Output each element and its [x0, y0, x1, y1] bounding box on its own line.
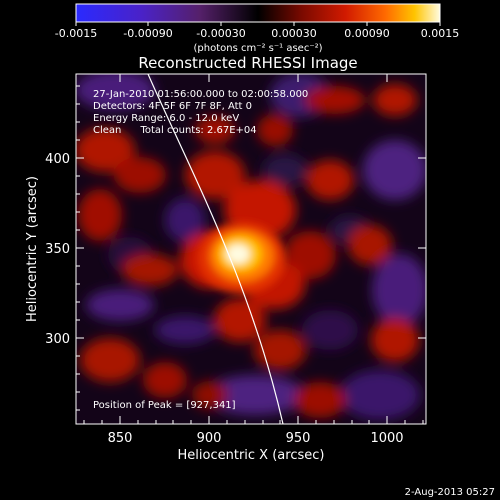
- colorbar-tick-label: 0.00090: [344, 27, 390, 40]
- plot-frame: [75, 73, 427, 425]
- x-tick-label: 850: [108, 431, 133, 446]
- energy-range-text: Energy Range: 6.0 - 12.0 keV: [93, 113, 239, 124]
- peak-position-text: Position of Peak = [927,341]: [93, 400, 236, 411]
- date-stamp: 2-Aug-2013 05:27: [405, 487, 495, 498]
- colorbar-gradient: [75, 3, 441, 23]
- method-counts-text: Clean Total counts: 2.67E+04: [93, 125, 257, 136]
- colorbar: -0.0015 -0.00090 -0.00030 0.00030 0.0009…: [55, 3, 460, 54]
- y-tick-label: 400: [45, 152, 70, 167]
- colorbar-tick-label: 0.0015: [421, 27, 460, 40]
- y-tick-label: 300: [45, 332, 70, 347]
- colorbar-tick-label: -0.00090: [123, 27, 172, 40]
- detectors-text: Detectors: 4F 5F 6F 7F 8F, Att 0: [93, 101, 252, 112]
- solar-limb-curve: [147, 74, 284, 424]
- y-tick-label: 350: [45, 242, 70, 257]
- y-axis-label: Heliocentric Y (arcsec): [25, 176, 40, 322]
- y-axis: [76, 85, 426, 411]
- colorbar-unit-label: (photons cm⁻² s⁻¹ asec⁻²): [193, 43, 322, 54]
- rhessi-image: [76, 74, 426, 424]
- x-tick-label: 950: [286, 431, 311, 446]
- colorbar-tick-label: -0.00030: [196, 27, 245, 40]
- x-axis-label: Heliocentric X (arcsec): [178, 448, 325, 463]
- plot-title: Reconstructed RHESSI Image: [138, 54, 357, 72]
- colorbar-tick-label: 0.00030: [271, 27, 317, 40]
- annotations: 27-Jan-2010 01:56:00.000 to 02:00:58.000…: [93, 89, 308, 411]
- x-axis: [83, 74, 424, 424]
- time-range-text: 27-Jan-2010 01:56:00.000 to 02:00:58.000: [93, 89, 308, 100]
- colorbar-tick-label: -0.0015: [55, 27, 97, 40]
- x-tick-label: 1000: [370, 431, 403, 446]
- x-tick-label: 900: [197, 431, 222, 446]
